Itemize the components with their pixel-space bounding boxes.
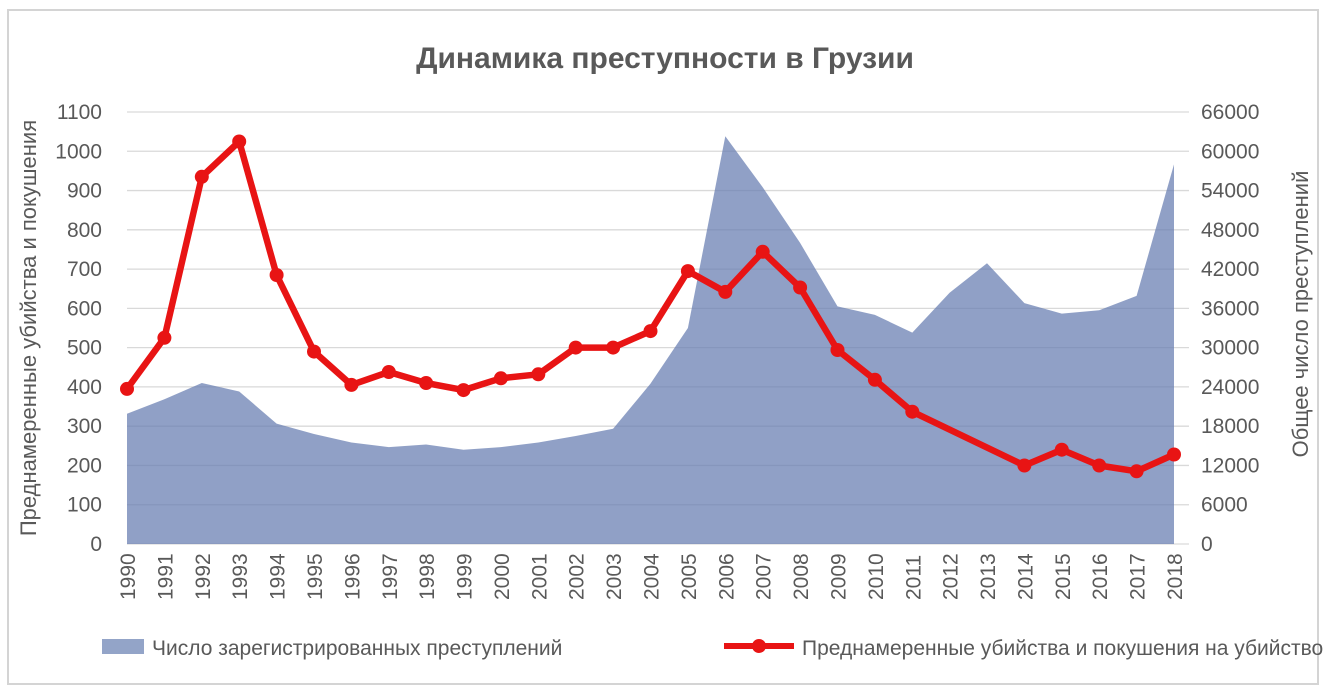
x-tick-label: 2005 bbox=[678, 553, 701, 600]
murders-line-marker bbox=[1129, 464, 1144, 479]
x-tick-label: 1990 bbox=[117, 553, 140, 600]
legend-line-label: Преднамеренные убийства и покушения на у… bbox=[802, 637, 1323, 660]
x-tick-label: 2015 bbox=[1052, 553, 1075, 600]
x-tick-label: 2002 bbox=[566, 553, 589, 600]
murders-line-marker bbox=[718, 284, 733, 299]
y-left-tick-label: 500 bbox=[67, 337, 102, 360]
murders-line-marker bbox=[867, 372, 882, 387]
murders-line-marker bbox=[232, 134, 247, 149]
line-series-marker-icon bbox=[752, 639, 766, 653]
y-left-tick-label: 100 bbox=[67, 494, 102, 517]
x-tick-label: 2000 bbox=[491, 553, 514, 600]
murders-line-marker bbox=[1017, 458, 1032, 473]
murders-line-marker bbox=[606, 340, 621, 355]
murders-line-marker bbox=[194, 169, 209, 184]
murders-line-marker bbox=[1054, 442, 1069, 457]
x-tick-label: 2011 bbox=[902, 555, 925, 600]
murders-line-marker bbox=[269, 268, 284, 282]
y-right-tick-label: 18000 bbox=[1201, 415, 1259, 438]
y-right-tick-label: 66000 bbox=[1201, 101, 1259, 124]
y-left-tick-label: 700 bbox=[67, 258, 102, 281]
x-tick-label: 2014 bbox=[1014, 553, 1037, 600]
x-tick-label: 2018 bbox=[1164, 553, 1187, 600]
y-left-tick-label: 400 bbox=[67, 376, 102, 399]
y-left-tick-label: 900 bbox=[67, 180, 102, 203]
y-right-tick-label: 12000 bbox=[1201, 454, 1259, 477]
y-left-tick-label: 1100 bbox=[57, 101, 102, 124]
registered-crimes-area bbox=[127, 136, 1174, 544]
y-right-tick-label: 24000 bbox=[1201, 376, 1259, 399]
chart-title: Динамика преступности в Грузии bbox=[416, 42, 914, 75]
x-tick-label: 1995 bbox=[304, 553, 327, 600]
murders-line-marker bbox=[830, 343, 845, 357]
x-tick-label: 2008 bbox=[790, 553, 813, 600]
y-left-tick-label: 0 bbox=[90, 533, 102, 556]
murders-line-marker bbox=[456, 383, 471, 398]
x-tick-label: 2013 bbox=[977, 553, 1000, 600]
area-series-swatch bbox=[102, 639, 144, 654]
x-tick-label: 2006 bbox=[715, 553, 738, 600]
murders-line-marker bbox=[755, 244, 770, 259]
murders-line-marker bbox=[680, 264, 695, 279]
x-tick-label: 1991 bbox=[154, 553, 177, 600]
legend: Число зарегистрированных преступлений Пр… bbox=[102, 637, 1323, 660]
murders-line-marker bbox=[1092, 458, 1107, 473]
y-left-axis-title: Преднамеренные убийства и покушения bbox=[16, 120, 41, 536]
murders-line-marker bbox=[643, 324, 658, 339]
murders-line-marker bbox=[1167, 447, 1181, 462]
x-tick-label: 2009 bbox=[828, 553, 851, 600]
y-right-tick-label: 0 bbox=[1201, 533, 1213, 556]
x-tick-label: 2010 bbox=[865, 553, 888, 600]
x-tick-label: 1992 bbox=[192, 553, 215, 600]
y-left-tick-label: 1000 bbox=[55, 140, 102, 163]
murders-line-marker bbox=[793, 280, 808, 295]
y-left-tick-label: 300 bbox=[67, 415, 102, 438]
x-tick-label: 2007 bbox=[753, 553, 776, 600]
y-right-tick-label: 54000 bbox=[1201, 180, 1259, 203]
x-tick-label: 2001 bbox=[528, 553, 551, 600]
y-right-tick-label: 6000 bbox=[1201, 494, 1248, 517]
y-right-tick-label: 36000 bbox=[1201, 297, 1259, 320]
y-right-axis-title: Общее число преступлений bbox=[1288, 171, 1313, 458]
y-left-tick-labels: 0 100 200 300 400 500 600 700 800 900 1000 1100 bbox=[55, 101, 102, 556]
x-tick-label: 2012 bbox=[940, 553, 963, 600]
x-tick-label: 2003 bbox=[603, 553, 626, 600]
x-tick-label: 1997 bbox=[379, 553, 402, 600]
y-left-tick-label: 600 bbox=[67, 297, 102, 320]
murders-line-marker bbox=[120, 381, 134, 396]
area-series-layer bbox=[127, 136, 1174, 544]
x-tick-labels: 1990 1991 1992 1993 1994 1995 1996 1997 1998 1999… bbox=[117, 553, 1187, 600]
murders-line-marker bbox=[344, 377, 359, 392]
y-left-tick-label: 200 bbox=[67, 454, 102, 477]
y-right-tick-label: 30000 bbox=[1201, 337, 1259, 360]
y-right-tick-labels: 0 6000 12000 18000 24000 30000 36000 42000 48000… bbox=[1201, 101, 1259, 556]
line-series-layer bbox=[120, 134, 1181, 479]
murders-line-marker bbox=[568, 340, 583, 355]
murders-line-marker bbox=[307, 344, 321, 359]
y-left-tick-label: 800 bbox=[67, 219, 102, 242]
murders-line-marker bbox=[157, 330, 172, 345]
y-right-tick-label: 60000 bbox=[1201, 140, 1259, 163]
x-tick-label: 1994 bbox=[267, 553, 290, 600]
y-right-tick-label: 42000 bbox=[1201, 258, 1259, 281]
x-tick-label: 2017 bbox=[1127, 553, 1150, 600]
chart-frame: Динамика преступности в Грузии 0 100 200 30… bbox=[7, 9, 1323, 685]
murders-line-marker bbox=[381, 365, 396, 379]
murders-line-marker bbox=[531, 367, 546, 382]
murders-line-marker bbox=[905, 404, 920, 419]
x-tick-label: 1993 bbox=[229, 553, 252, 600]
x-tick-label: 1996 bbox=[341, 553, 364, 600]
x-tick-label: 1999 bbox=[454, 553, 477, 600]
murders-line-marker bbox=[493, 371, 508, 386]
x-tick-label: 1998 bbox=[416, 553, 439, 600]
x-tick-label: 2004 bbox=[641, 553, 664, 600]
y-right-tick-label: 48000 bbox=[1201, 219, 1259, 242]
legend-area-label: Число зарегистрированных преступлений bbox=[152, 637, 562, 660]
x-tick-label: 2016 bbox=[1089, 553, 1112, 600]
murders-line-marker bbox=[419, 376, 434, 390]
